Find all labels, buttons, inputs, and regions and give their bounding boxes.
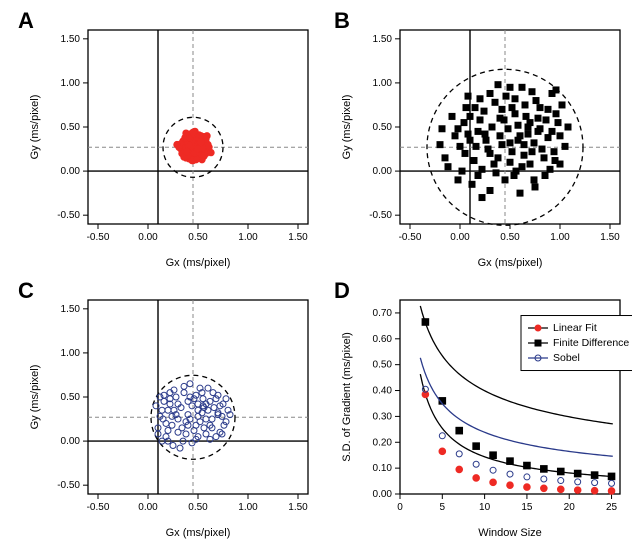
scatter-panel-a: -0.50 0.00 0.50 1.00 1.50 -0.50 0.00 0.50 1.00 1.… [20, 12, 320, 272]
svg-text:S.D. of Gradient (ms/pixel): S.D. of Gradient (ms/pixel) [341, 332, 353, 462]
svg-text:0.60: 0.60 [373, 334, 393, 345]
svg-text:Gy (ms/pixel): Gy (ms/pixel) [29, 365, 41, 430]
svg-text:0.40: 0.40 [373, 386, 393, 397]
svg-text:0.50: 0.50 [61, 392, 81, 403]
svg-text:5: 5 [440, 502, 446, 513]
svg-text:0.00: 0.00 [61, 436, 81, 447]
svg-text:0.10: 0.10 [373, 463, 393, 474]
svg-text:0.50: 0.50 [188, 502, 208, 513]
svg-text:1.50: 1.50 [288, 502, 308, 513]
svg-text:0.50: 0.50 [61, 122, 81, 133]
scatter-panel-b: -0.50 0.00 0.50 1.00 1.50 -0.50 0.00 0.50 1.00 1.… [332, 12, 632, 272]
svg-text:Gx (ms/pixel): Gx (ms/pixel) [478, 257, 543, 269]
svg-text:Gx (ms/pixel): Gx (ms/pixel) [166, 527, 231, 539]
svg-text:-0.50: -0.50 [87, 502, 110, 513]
svg-text:15: 15 [521, 502, 533, 513]
svg-text:0.30: 0.30 [373, 411, 393, 422]
svg-text:10: 10 [479, 502, 491, 513]
svg-text:Gy (ms/pixel): Gy (ms/pixel) [341, 95, 353, 160]
svg-text:0.50: 0.50 [188, 232, 208, 243]
svg-text:-0.50: -0.50 [399, 232, 422, 243]
svg-text:1.50: 1.50 [61, 34, 81, 45]
svg-text:0.00: 0.00 [450, 232, 470, 243]
line-panel-d: 0 5 10 15 20 25 0.00 0.10 0.20 0.30 0.40 0.50 0.60 0.… [332, 282, 632, 542]
svg-text:0.70: 0.70 [373, 308, 393, 319]
svg-text:1.00: 1.00 [238, 232, 258, 243]
svg-text:1.00: 1.00 [238, 502, 258, 513]
svg-text:0.50: 0.50 [373, 360, 393, 371]
svg-text:-0.50: -0.50 [57, 210, 80, 221]
figure-container: A B C D -0.500.000.501.001.50-0.500.000.… [0, 0, 642, 552]
svg-text:-0.50: -0.50 [57, 480, 80, 491]
svg-text:-0.50: -0.50 [87, 232, 110, 243]
svg-text:0.00: 0.00 [373, 489, 393, 500]
svg-text:0.00: 0.00 [138, 232, 158, 243]
svg-text:25: 25 [606, 502, 618, 513]
svg-text:Gy (ms/pixel): Gy (ms/pixel) [29, 95, 41, 160]
svg-text:1.50: 1.50 [288, 232, 308, 243]
svg-text:1.00: 1.00 [61, 78, 81, 89]
svg-text:0.50: 0.50 [500, 232, 520, 243]
svg-text:1.00: 1.00 [550, 232, 570, 243]
scatter-panel-c: -0.50 0.00 0.50 1.00 1.50 -0.50 0.00 0.50 1.00 1.… [20, 282, 320, 542]
svg-text:Linear Fit: Linear Fit [553, 322, 597, 334]
svg-text:0.00: 0.00 [138, 502, 158, 513]
svg-text:0.00: 0.00 [61, 166, 81, 177]
svg-text:-0.50: -0.50 [369, 210, 392, 221]
svg-text:Window Size: Window Size [478, 527, 542, 539]
svg-text:Sobel: Sobel [553, 352, 580, 364]
svg-text:1.50: 1.50 [61, 304, 81, 315]
svg-text:1.00: 1.00 [61, 348, 81, 359]
svg-text:0.50: 0.50 [373, 122, 393, 133]
svg-text:Gx (ms/pixel): Gx (ms/pixel) [166, 257, 231, 269]
svg-text:Finite Difference: Finite Difference [553, 337, 629, 349]
svg-text:20: 20 [564, 502, 576, 513]
svg-text:0.00: 0.00 [373, 166, 393, 177]
svg-text:0: 0 [397, 502, 403, 513]
svg-text:1.50: 1.50 [600, 232, 620, 243]
svg-text:1.50: 1.50 [373, 34, 393, 45]
svg-text:1.00: 1.00 [373, 78, 393, 89]
svg-text:0.20: 0.20 [373, 437, 393, 448]
